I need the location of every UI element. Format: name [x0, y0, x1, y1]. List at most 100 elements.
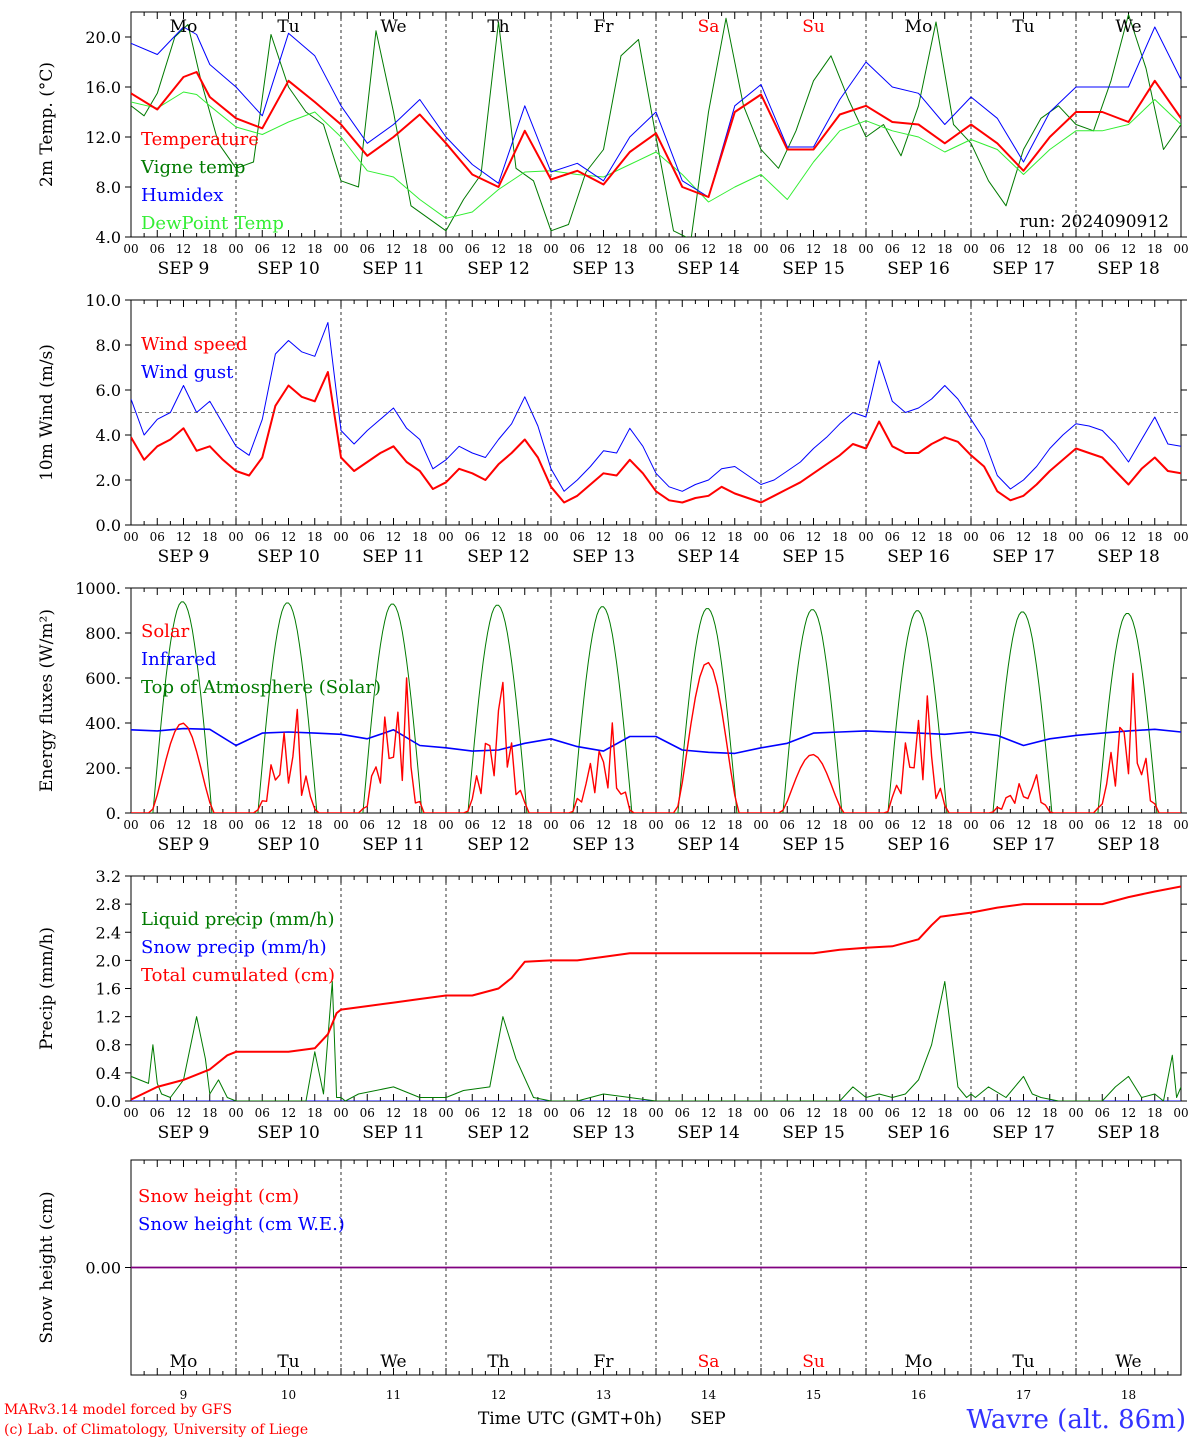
solar-line [761, 753, 866, 813]
y-tick-label: 1000. [75, 579, 121, 598]
panel-3: 00 06 12 18 SEP 9 00 06 12 18 SEP 10 00 06 12 18 SEP 1… [37, 579, 1189, 855]
hour-tick-label: 00 [123, 242, 138, 256]
hour-tick-label: 12 [806, 818, 821, 832]
hour-tick-label: 12 [596, 1106, 611, 1120]
hour-tick-label: 06 [885, 242, 900, 256]
hour-tick-label: 00 [438, 1106, 453, 1120]
hour-tick-label: 18 [517, 1106, 532, 1120]
solar-line [236, 708, 341, 813]
hour-tick-label: 18 [307, 1106, 322, 1120]
date-label: SEP 12 [467, 547, 530, 567]
date-label: SEP 9 [158, 835, 210, 855]
hour-tick-label: 18 [412, 530, 427, 544]
date-label: SEP 10 [257, 547, 320, 567]
date-label: SEP 9 [158, 547, 210, 567]
hour-tick-label: 12 [491, 1106, 506, 1120]
hour-tick-label: 12 [386, 530, 401, 544]
y-tick-label: 0.8 [96, 1036, 121, 1055]
weekday-label: Sa [698, 17, 720, 37]
legend-entry: Liquid precip (mm/h) [141, 909, 335, 930]
hour-tick-label: 18 [622, 1106, 637, 1120]
solar-line [551, 722, 656, 813]
weekday-label: Mo [170, 17, 198, 37]
weekday-label: Mo [905, 17, 933, 37]
hour-tick-label: 00 [333, 1106, 348, 1120]
series-line [131, 26, 1181, 198]
hour-tick-label: 00 [1068, 530, 1083, 544]
hour-tick-label: 00 [123, 818, 138, 832]
series-line [131, 981, 1181, 1101]
date-label: SEP 15 [782, 835, 845, 855]
hour-tick-label: 00 [123, 1106, 138, 1120]
weekday-label: Su [802, 17, 825, 37]
hour-tick-label: 00 [753, 242, 768, 256]
weekday-label: Tu [277, 17, 299, 37]
hour-tick-label: 06 [990, 818, 1005, 832]
hour-tick-label: 00 [858, 1106, 873, 1120]
hour-tick-label: 06 [255, 1106, 270, 1120]
series-group [131, 885, 1181, 1101]
hour-tick-label: 00 [228, 1106, 243, 1120]
weekday-label: Fr [594, 1352, 615, 1372]
date-label: SEP 14 [677, 835, 740, 855]
hour-tick-label: 00 [543, 530, 558, 544]
legend-entry: Infrared [141, 649, 216, 670]
y-tick-label: 2.0 [96, 471, 121, 490]
date-label: SEP 18 [1097, 835, 1160, 855]
hour-tick-label: 06 [675, 242, 690, 256]
weekday-label: Th [487, 1352, 509, 1372]
day-number: 9 [180, 1388, 188, 1402]
hour-tick-label: 00 [963, 242, 978, 256]
hour-tick-label: 18 [622, 530, 637, 544]
y-tick-label: 0.0 [96, 516, 121, 535]
legend-entry: Snow precip (mm/h) [141, 937, 327, 958]
hour-tick-label: 12 [281, 242, 296, 256]
hour-tick-label: 12 [1016, 530, 1031, 544]
hour-tick-label: 12 [281, 1106, 296, 1120]
date-label: SEP 15 [782, 1123, 845, 1143]
legend-entry: Humidex [141, 185, 223, 206]
hour-tick-label: 18 [1147, 818, 1162, 832]
solar-line [971, 774, 1076, 813]
hour-tick-label: 18 [832, 530, 847, 544]
hour-tick-label: 12 [701, 1106, 716, 1120]
panel-1: 00 06 12 18 SEP 9 00 06 12 18 SEP 10 00 06 12 18 SEP 1… [37, 11, 1189, 279]
hour-tick-label: 06 [465, 530, 480, 544]
y-tick-label: 0. [106, 804, 121, 823]
solar-line [866, 695, 971, 813]
date-label: SEP 13 [572, 259, 635, 279]
hour-tick-label: 18 [412, 1106, 427, 1120]
solar-line [446, 681, 551, 813]
hour-tick-label: 18 [202, 242, 217, 256]
hour-tick-label: 00 [438, 530, 453, 544]
hour-tick-label: 06 [465, 242, 480, 256]
y-axis-label: 2m Temp. (°C) [37, 62, 57, 187]
hour-tick-label: 12 [1121, 1106, 1136, 1120]
hour-tick-label: 12 [386, 818, 401, 832]
y-tick-label: 400. [85, 714, 121, 733]
date-label: SEP 12 [467, 259, 530, 279]
solar-line [341, 677, 446, 813]
hour-tick-label: 00 [753, 818, 768, 832]
hour-tick-label: 06 [360, 818, 375, 832]
hour-tick-label: 12 [281, 818, 296, 832]
hour-tick-label: 00 [1173, 242, 1188, 256]
y-tick-label: 2.8 [96, 895, 121, 914]
hour-tick-label: 12 [596, 818, 611, 832]
hour-tick-label: 06 [780, 1106, 795, 1120]
hour-tick-label: 06 [150, 530, 165, 544]
y-tick-label: 0.00 [85, 1259, 121, 1278]
hour-tick-label: 18 [727, 530, 742, 544]
weekday-label: Su [802, 1352, 825, 1372]
month-label: SEP [690, 1409, 726, 1429]
y-tick-label: 600. [85, 669, 121, 688]
hour-tick-label: 12 [1016, 242, 1031, 256]
series-line [131, 371, 1181, 504]
hour-tick-label: 00 [228, 242, 243, 256]
hour-tick-label: 12 [1121, 242, 1136, 256]
hour-tick-label: 00 [648, 818, 663, 832]
infrared-line [131, 727, 1181, 755]
series-group [131, 601, 1181, 813]
y-tick-label: 8.0 [96, 178, 121, 197]
weekday-label: Tu [1012, 1352, 1034, 1372]
